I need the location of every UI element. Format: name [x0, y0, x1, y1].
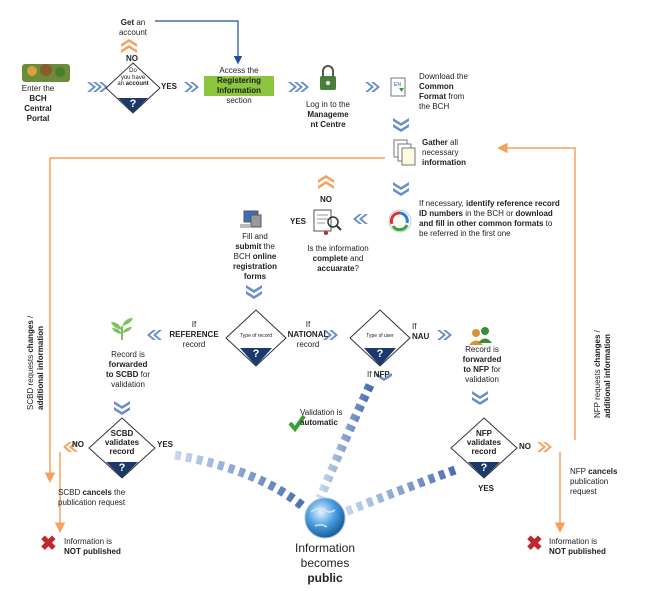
lock-icon [320, 65, 336, 90]
validation-automatic-label: Validation is automatic [300, 408, 343, 427]
computer-icon [240, 210, 262, 228]
fill-submit-label: Fill and submit the BCH online registrat… [232, 232, 277, 281]
type-of-user-label: Type of user [366, 333, 394, 339]
download-common-format-label: Download the Common Format from the BCH [419, 72, 468, 111]
no-label-scbd: NO [72, 440, 84, 449]
plant-icon [111, 318, 133, 340]
scbd-cancels-label: SCBD cancels the publication request [58, 488, 126, 507]
if-reference-label: If REFERENCE record [169, 320, 219, 349]
documents-icon [393, 139, 416, 166]
if-national-label: If NATIONAL record [287, 320, 329, 349]
svg-text:EN: EN [394, 82, 401, 88]
checkmark-icon [288, 414, 306, 433]
type-of-user-question: ? [376, 348, 384, 360]
portal-image-icon [22, 64, 70, 82]
yes-label-complete: YES [290, 217, 307, 226]
forwarded-nfp-label: Record is forwarded to NFP for validatio… [462, 345, 502, 384]
type-of-record-question: ? [252, 348, 260, 360]
forwarded-scbd-label: Record is forwarded to SCBD for validati… [105, 350, 150, 389]
if-nfp-label: If NFP [367, 370, 390, 379]
get-account-connector [155, 20, 243, 65]
if-nau-label: If NAU [412, 322, 430, 341]
information-public-label: Information becomes public [294, 541, 356, 585]
yes-label-account: YES [161, 82, 178, 91]
type-of-record-label: Type of record [240, 333, 272, 339]
nfp-validates-label: NFP validates record [466, 429, 502, 456]
nfp-cancels-label: NFP cancels publication request [570, 467, 618, 496]
not-published-left-label: Information is NOT published [64, 537, 121, 556]
document-download-icon: EN [390, 77, 406, 97]
yes-label-nfp: YES [478, 484, 495, 493]
globe-icon [304, 497, 346, 539]
x-icon-right: ✖ [526, 533, 543, 555]
orange-chevrons [63, 39, 552, 452]
gather-information-label: Gather all necessary information [422, 138, 466, 167]
login-label: Log in to the Manageme nt Centre [305, 100, 351, 129]
users-icon [469, 327, 492, 345]
have-account-label: Do you have an account [117, 68, 149, 88]
magnifier-document-icon [313, 209, 342, 235]
scbd-requests-connector [44, 157, 385, 483]
no-label-account: NO [126, 54, 138, 63]
identify-reference-label: If necessary, identify reference record … [419, 199, 560, 238]
no-label-nfp: NO [519, 442, 531, 451]
scbd-validates-question: ? [118, 462, 126, 474]
recycle-icon [388, 209, 412, 233]
have-account-question: ? [129, 98, 137, 110]
nfp-requests-connector [497, 142, 576, 440]
decision-diamonds [88, 62, 518, 479]
complete-accurate-label: Is the information complete and accuarat… [307, 244, 369, 273]
scbd-validates-label: SCBD validates record [104, 429, 140, 456]
yes-label-scbd: YES [157, 440, 174, 449]
not-published-right-label: Information is NOT published [549, 537, 606, 556]
get-account-label: Get an account [118, 18, 148, 37]
access-registering-label: Access the Registering Information secti… [196, 66, 282, 106]
nfp-validates-question: ? [480, 462, 488, 474]
no-label-complete: NO [320, 195, 332, 204]
scbd-requests-changes-label: SCBD requests changes / additional infor… [26, 315, 45, 410]
x-icon-left: ✖ [40, 533, 57, 555]
chevron-arrows [87, 82, 488, 415]
converging-paths [174, 383, 457, 517]
nfp-requests-changes-label: NFP requests changes / additional inform… [593, 330, 612, 418]
enter-portal-label: Enter the BCH Central Portal [21, 84, 55, 123]
